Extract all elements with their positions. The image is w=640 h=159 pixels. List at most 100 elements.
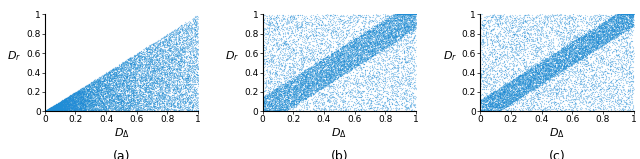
Point bbox=[285, 84, 296, 86]
Point bbox=[563, 46, 573, 49]
Point bbox=[298, 93, 308, 96]
Point bbox=[329, 59, 339, 61]
Point bbox=[578, 96, 588, 99]
Point bbox=[384, 26, 394, 29]
Point bbox=[592, 41, 602, 43]
Point bbox=[625, 17, 636, 19]
Point bbox=[280, 109, 290, 112]
Point bbox=[577, 36, 588, 39]
Point bbox=[381, 23, 391, 26]
Point bbox=[369, 47, 379, 50]
Point bbox=[302, 84, 312, 87]
Point bbox=[147, 60, 157, 63]
Point bbox=[628, 26, 639, 28]
Point bbox=[276, 91, 286, 93]
Point bbox=[388, 42, 398, 44]
Point bbox=[320, 93, 330, 95]
Point bbox=[374, 80, 384, 83]
Point bbox=[143, 73, 154, 76]
Point bbox=[502, 26, 513, 28]
Point bbox=[589, 109, 599, 112]
Point bbox=[61, 97, 71, 100]
Point bbox=[95, 105, 106, 108]
Point bbox=[533, 100, 543, 103]
Point bbox=[367, 41, 378, 44]
Point bbox=[622, 28, 632, 31]
Point bbox=[154, 39, 164, 41]
Point bbox=[600, 75, 611, 78]
Point bbox=[326, 75, 336, 77]
Point bbox=[159, 63, 169, 66]
Point bbox=[600, 30, 610, 33]
Point bbox=[93, 90, 103, 92]
Point bbox=[496, 18, 506, 21]
Point bbox=[552, 65, 563, 68]
Point bbox=[349, 54, 360, 57]
Point bbox=[296, 93, 306, 95]
Point bbox=[275, 90, 285, 93]
Point bbox=[388, 71, 399, 74]
Point bbox=[533, 32, 543, 35]
Point bbox=[286, 80, 296, 83]
Point bbox=[160, 107, 170, 109]
Point bbox=[352, 82, 362, 85]
Point bbox=[261, 97, 271, 99]
Point bbox=[491, 105, 501, 108]
Point bbox=[184, 95, 194, 97]
Point bbox=[615, 13, 625, 16]
Point bbox=[138, 107, 148, 109]
Point bbox=[586, 104, 596, 106]
Point bbox=[42, 109, 52, 112]
Point bbox=[58, 103, 68, 105]
Point bbox=[372, 42, 382, 45]
Point bbox=[287, 80, 297, 83]
Point bbox=[158, 109, 168, 112]
Point bbox=[170, 97, 180, 99]
Point bbox=[91, 82, 101, 85]
Point bbox=[574, 57, 584, 60]
Point bbox=[509, 33, 519, 36]
Point bbox=[273, 45, 283, 47]
Point bbox=[74, 89, 84, 92]
Point bbox=[321, 83, 331, 86]
Point bbox=[588, 41, 598, 43]
Point bbox=[538, 75, 548, 78]
Point bbox=[616, 33, 626, 36]
Point bbox=[504, 41, 514, 44]
Point bbox=[337, 65, 347, 68]
Point bbox=[481, 32, 492, 34]
Point bbox=[161, 34, 172, 37]
Point bbox=[159, 103, 170, 105]
Point bbox=[332, 50, 342, 53]
Point bbox=[506, 86, 516, 88]
Point bbox=[86, 89, 97, 92]
Point bbox=[122, 64, 132, 66]
Point bbox=[502, 100, 513, 102]
Point bbox=[614, 13, 624, 16]
Point bbox=[318, 66, 328, 68]
Point bbox=[180, 98, 190, 100]
Point bbox=[81, 101, 92, 103]
Point bbox=[145, 66, 155, 69]
Point bbox=[169, 74, 179, 77]
Point bbox=[357, 62, 367, 64]
Point bbox=[131, 108, 141, 111]
Point bbox=[42, 108, 52, 111]
Point bbox=[154, 51, 164, 54]
Point bbox=[356, 50, 366, 52]
Point bbox=[51, 106, 61, 108]
Point bbox=[144, 80, 154, 82]
Point bbox=[320, 74, 330, 77]
Point bbox=[367, 44, 377, 47]
Point bbox=[576, 47, 586, 50]
Point bbox=[554, 27, 564, 29]
Point bbox=[511, 87, 522, 90]
Point bbox=[479, 96, 490, 99]
Point bbox=[271, 76, 281, 79]
Point bbox=[318, 69, 328, 71]
Point bbox=[99, 96, 109, 99]
Point bbox=[74, 94, 84, 97]
Point bbox=[323, 80, 333, 83]
Point bbox=[618, 70, 628, 73]
Point bbox=[509, 64, 520, 66]
